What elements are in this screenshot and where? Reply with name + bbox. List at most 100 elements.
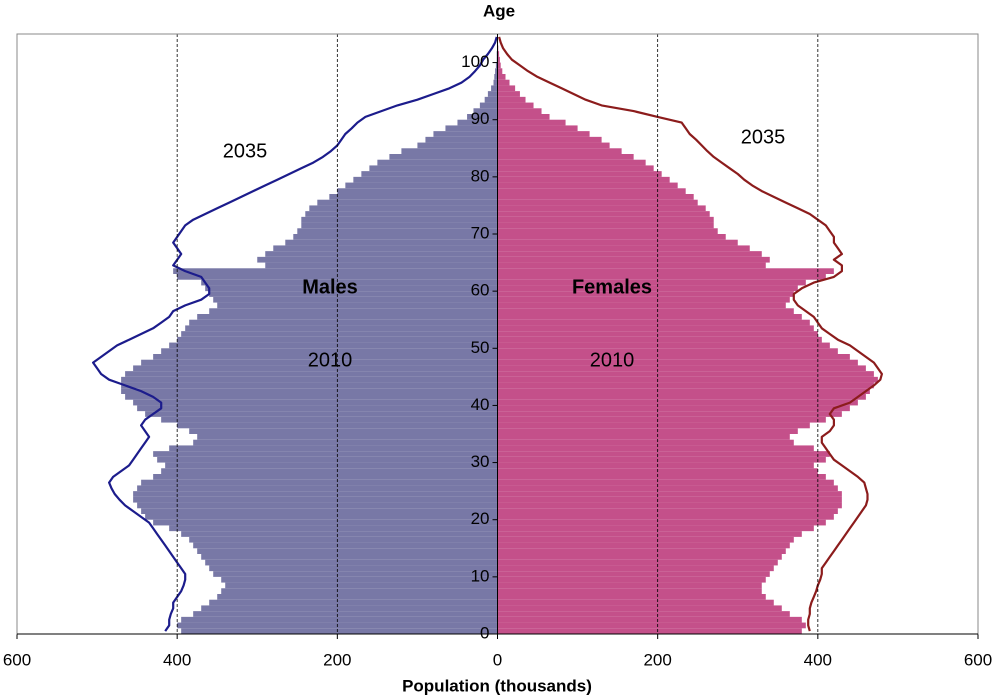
bar [497,285,798,292]
bar [497,491,842,497]
bar [497,51,500,57]
bar [497,542,790,549]
bar [161,416,498,423]
bar [497,274,826,280]
y-tick-label: 10 [471,566,490,585]
bar [497,165,654,172]
bar [497,611,790,617]
bar [389,154,498,160]
bar [153,519,498,526]
bar [181,531,498,537]
bar [141,359,498,366]
bar [181,331,498,337]
bar [497,262,766,269]
y-tick-label: 20 [471,509,490,528]
bar [457,119,498,126]
bar [484,96,498,103]
bar [497,136,602,143]
bar [213,571,498,577]
bar [497,159,646,166]
bar [497,336,822,343]
group-label: Females [572,276,652,298]
bar [145,514,498,520]
bar [209,308,498,314]
bar [181,628,498,634]
bar [297,228,498,234]
bar [497,525,814,532]
x-tick-label: 0 [493,650,502,669]
y-tick-label: 60 [471,281,490,300]
bar [497,102,534,109]
bar [497,199,698,206]
bar [497,428,798,434]
bar [497,222,714,229]
y-tick-label: 70 [471,223,490,242]
x-tick-label: 600 [964,650,992,669]
bar [401,148,498,154]
bar [169,445,498,452]
bar [197,548,498,554]
bar [133,496,498,503]
y-tick-label: 30 [471,452,490,471]
bar [265,251,498,257]
bar [185,325,498,332]
bar [497,228,718,234]
lines [92,36,883,632]
bar [497,451,830,457]
bar [497,588,762,594]
bar [497,416,826,423]
bar [497,314,802,320]
bar [497,571,770,577]
bar [133,491,498,497]
bar [285,239,498,246]
bar [361,171,498,177]
bar [141,508,498,514]
bar [497,496,842,503]
bar [209,565,498,572]
bar [497,176,670,183]
bar [209,599,498,606]
bar [497,519,826,526]
bar [497,599,774,606]
x-axis-label: Population (thousands) [402,676,592,695]
bar [497,576,766,583]
bar [497,74,506,80]
bar [497,474,826,480]
bar [205,285,498,292]
y-tick-label: 0 [480,623,489,642]
bar [353,176,498,183]
bar [497,514,834,520]
bar [217,594,498,600]
bar [497,171,662,177]
bar [173,268,498,274]
bar [201,554,498,560]
bar [497,291,794,297]
bar [497,62,501,69]
x-tick-label: 600 [3,650,31,669]
bar [189,319,498,326]
bar [497,394,866,400]
bar [497,531,802,537]
bar [161,348,498,354]
bar [497,194,694,200]
bar [161,468,498,474]
bar [497,251,762,257]
bar [301,216,498,223]
bar [205,559,498,566]
bar [497,605,782,612]
bar [141,479,498,486]
bar [137,485,498,492]
bar [165,462,498,469]
bar [157,456,498,463]
bar [497,108,542,114]
bar [201,279,498,286]
bar [337,188,498,194]
chart-title: Age [483,1,515,20]
y-tick-label: 50 [471,338,490,357]
bar [225,582,498,589]
bar [257,256,498,263]
bar [497,445,814,452]
bar [209,291,498,297]
bar [495,62,498,69]
bar [497,211,710,217]
